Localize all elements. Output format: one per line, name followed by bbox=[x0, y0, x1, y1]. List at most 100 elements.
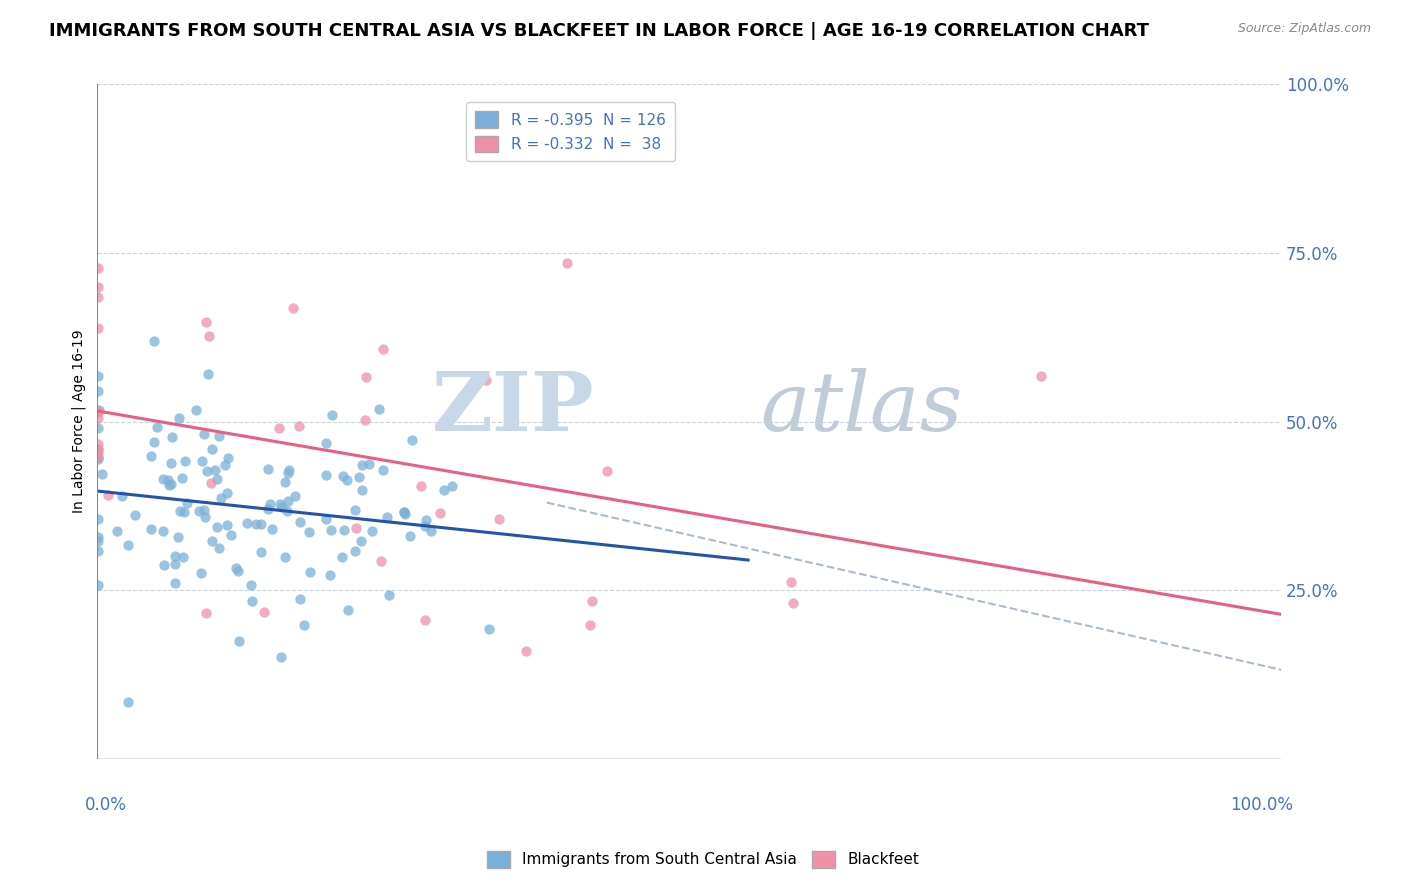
Point bbox=[87, 421, 110, 435]
Point bbox=[274, 475, 297, 489]
Point bbox=[239, 578, 262, 592]
Point bbox=[273, 550, 295, 565]
Text: 0.0%: 0.0% bbox=[84, 796, 127, 814]
Point bbox=[415, 513, 437, 527]
Point bbox=[420, 524, 443, 538]
Point bbox=[200, 475, 222, 490]
Point bbox=[87, 450, 110, 465]
Point bbox=[184, 403, 207, 417]
Point bbox=[298, 525, 321, 540]
Point bbox=[87, 280, 110, 294]
Point bbox=[201, 442, 224, 456]
Point bbox=[165, 575, 187, 590]
Point bbox=[269, 497, 291, 511]
Point bbox=[87, 446, 110, 460]
Point bbox=[315, 468, 337, 483]
Point bbox=[193, 426, 215, 441]
Point bbox=[87, 442, 110, 457]
Point bbox=[170, 471, 193, 485]
Point bbox=[143, 434, 166, 449]
Point bbox=[278, 463, 301, 477]
Point bbox=[111, 489, 134, 503]
Point bbox=[87, 404, 110, 418]
Point bbox=[163, 549, 186, 563]
Point bbox=[87, 437, 110, 451]
Point bbox=[173, 505, 195, 519]
Point bbox=[361, 524, 384, 538]
Point bbox=[87, 411, 110, 425]
Point bbox=[413, 518, 436, 533]
Point bbox=[208, 541, 231, 555]
Point bbox=[555, 256, 578, 270]
Point bbox=[174, 454, 197, 468]
Point bbox=[217, 486, 239, 500]
Point bbox=[370, 554, 392, 568]
Point bbox=[87, 544, 110, 558]
Point bbox=[194, 510, 217, 524]
Point bbox=[332, 469, 354, 483]
Point bbox=[87, 452, 110, 467]
Point bbox=[176, 496, 198, 510]
Point bbox=[780, 575, 803, 590]
Point bbox=[226, 564, 249, 578]
Point bbox=[190, 566, 212, 580]
Point bbox=[292, 617, 315, 632]
Point bbox=[205, 520, 228, 534]
Point bbox=[87, 384, 110, 398]
Point bbox=[240, 594, 263, 608]
Point bbox=[347, 470, 370, 484]
Point bbox=[157, 473, 180, 487]
Point bbox=[219, 528, 242, 542]
Point bbox=[354, 370, 377, 384]
Point bbox=[441, 479, 464, 493]
Point bbox=[399, 529, 422, 543]
Point bbox=[172, 549, 194, 564]
Point bbox=[394, 505, 416, 519]
Point bbox=[163, 557, 186, 571]
Point bbox=[87, 533, 110, 548]
Point bbox=[167, 530, 190, 544]
Point bbox=[201, 534, 224, 549]
Text: 100.0%: 100.0% bbox=[1230, 796, 1292, 814]
Point bbox=[124, 508, 146, 523]
Point bbox=[117, 695, 139, 709]
Point bbox=[250, 544, 273, 558]
Legend: Immigrants from South Central Asia, Blackfeet: Immigrants from South Central Asia, Blac… bbox=[481, 845, 925, 873]
Point bbox=[245, 517, 267, 532]
Point bbox=[191, 454, 214, 468]
Point bbox=[336, 473, 359, 487]
Point bbox=[260, 523, 283, 537]
Point bbox=[225, 561, 247, 575]
Point bbox=[409, 479, 432, 493]
Legend: R = -0.395  N = 126, R = -0.332  N =  38: R = -0.395 N = 126, R = -0.332 N = 38 bbox=[467, 103, 675, 161]
Point bbox=[315, 512, 337, 526]
Point bbox=[333, 523, 356, 537]
Point bbox=[169, 504, 191, 518]
Point bbox=[350, 483, 373, 497]
Point bbox=[344, 521, 367, 535]
Point bbox=[194, 607, 217, 621]
Point bbox=[392, 505, 415, 519]
Point bbox=[91, 467, 114, 481]
Point bbox=[198, 329, 221, 343]
Point bbox=[318, 568, 340, 582]
Text: ZIP: ZIP bbox=[432, 368, 595, 448]
Point bbox=[139, 522, 162, 536]
Point bbox=[288, 515, 311, 529]
Point bbox=[87, 290, 110, 304]
Point bbox=[284, 489, 307, 503]
Point bbox=[367, 401, 389, 416]
Point bbox=[288, 591, 311, 606]
Point bbox=[515, 644, 537, 658]
Point bbox=[152, 524, 174, 538]
Point bbox=[146, 420, 169, 434]
Point bbox=[488, 512, 510, 526]
Point bbox=[87, 403, 110, 417]
Point bbox=[87, 321, 110, 335]
Point bbox=[276, 504, 298, 518]
Point bbox=[193, 503, 215, 517]
Point bbox=[169, 411, 191, 425]
Point bbox=[87, 450, 110, 465]
Point bbox=[394, 507, 416, 521]
Point bbox=[344, 503, 367, 517]
